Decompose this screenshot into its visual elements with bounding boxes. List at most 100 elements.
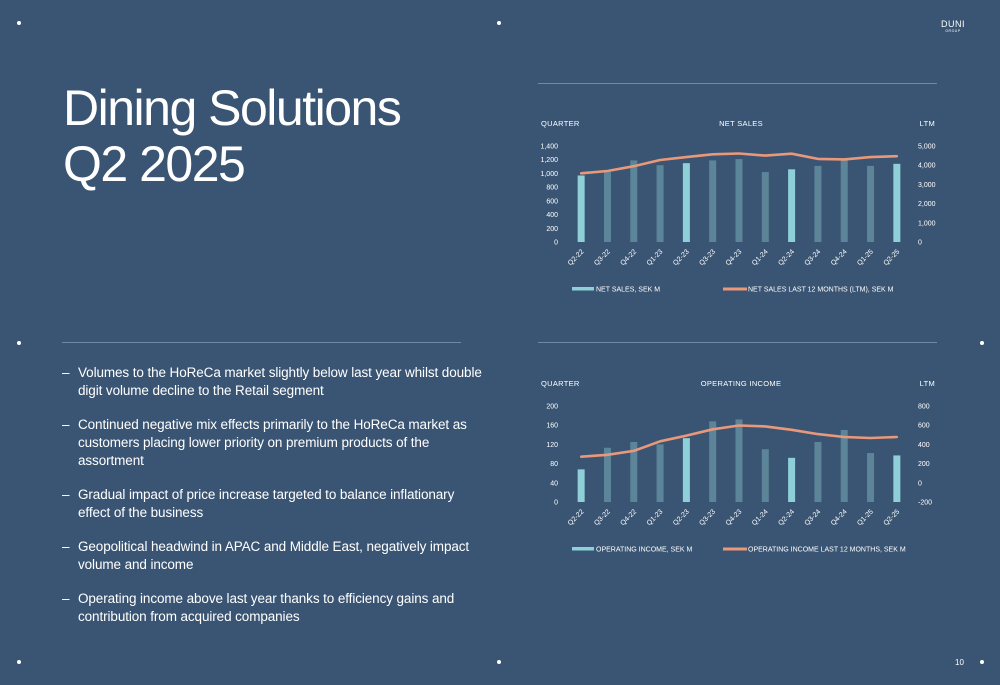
legend-bar-label: OPERATING INCOME, SEK M xyxy=(596,547,692,554)
bar-q4-22 xyxy=(630,442,638,502)
edge-dot-middle-right xyxy=(980,341,984,345)
operating-income-chart: QUARTER OPERATING INCOME LTM 0 40 80 120 160 200… xyxy=(541,379,935,554)
y-right-tick-label: 3,000 xyxy=(918,182,936,189)
y-left-tick-label: 600 xyxy=(546,198,558,205)
y-left-tick-label: 1,400 xyxy=(540,144,558,151)
y-right-tick-label: 2,000 xyxy=(918,201,936,208)
legend-line-swatch xyxy=(723,547,747,551)
y-right-tick-label: 0 xyxy=(918,240,922,247)
net-sales-chart: QUARTER NET SALES LTM 0 200 400 600 800 1,000 1,2… xyxy=(540,119,936,294)
bullet-item: Geopolitical headwind in APAC and Middle… xyxy=(62,538,482,574)
edge-dot-top-center xyxy=(497,21,501,25)
bar-q2-24 xyxy=(788,457,796,502)
chart-title: OPERATING INCOME xyxy=(701,379,782,388)
x-tick-label: Q4-22 xyxy=(619,248,638,267)
y-left-tick-label: 800 xyxy=(546,185,558,192)
edge-dot-middle-left xyxy=(17,341,21,345)
x-tick-label: Q1-24 xyxy=(751,248,770,267)
bar-q4-24 xyxy=(840,430,848,502)
bar-q1-23 xyxy=(656,444,664,502)
y-left-tick-label: 0 xyxy=(554,500,558,507)
x-tick-label: Q2-22 xyxy=(567,248,586,267)
y-right-tick-label: 800 xyxy=(918,404,930,411)
x-tick-label: Q2-25 xyxy=(883,508,902,527)
bar-q3-22 xyxy=(603,447,611,502)
x-tick-label: Q2-25 xyxy=(883,248,902,267)
bar-q4-22 xyxy=(630,160,638,242)
bar-q1-24 xyxy=(761,172,769,242)
bullet-item: Gradual impact of price increase targete… xyxy=(62,486,482,522)
y-right-tick-label: -200 xyxy=(918,500,932,507)
bar-q4-23 xyxy=(735,419,743,502)
y-left-tick-label: 160 xyxy=(546,423,558,430)
y-left-tick-label: 400 xyxy=(546,212,558,219)
right-axis-caption: LTM xyxy=(920,379,935,388)
y-right-tick-label: 0 xyxy=(918,480,922,487)
bar-q2-22 xyxy=(577,175,585,242)
ltm-line xyxy=(579,152,899,175)
chart-title: NET SALES xyxy=(719,119,763,128)
bar-q3-24 xyxy=(814,442,822,502)
x-tick-label: Q2-23 xyxy=(672,508,691,527)
x-tick-label: Q3-23 xyxy=(698,248,717,267)
x-tick-label: Q4-24 xyxy=(830,508,849,527)
x-tick-label: Q4-23 xyxy=(725,248,744,267)
bullet-item: Continued negative mix effects primarily… xyxy=(62,416,482,470)
x-tick-label: Q3-24 xyxy=(804,248,823,267)
x-tick-label: Q2-24 xyxy=(777,508,796,527)
y-left-tick-label: 1,200 xyxy=(540,157,558,164)
y-left-tick-label: 200 xyxy=(546,226,558,233)
bar-q2-25 xyxy=(893,163,901,242)
y-left-tick-label: 80 xyxy=(550,461,558,468)
x-tick-label: Q2-24 xyxy=(777,248,796,267)
y-right-tick-label: 600 xyxy=(918,423,930,430)
y-left-tick-label: 200 xyxy=(546,404,558,411)
divider-top-right xyxy=(538,83,937,84)
legend-bar-swatch xyxy=(572,547,594,551)
bar-q1-23 xyxy=(656,165,664,242)
page-title-line-2: Q2 2025 xyxy=(63,136,246,192)
x-tick-label: Q4-24 xyxy=(830,248,849,267)
corner-dot-bottom-right xyxy=(980,660,984,664)
bar-q4-23 xyxy=(735,159,743,242)
bar-q2-23 xyxy=(682,163,690,242)
page-title-line-1: Dining Solutions xyxy=(63,80,402,136)
left-axis-caption: QUARTER xyxy=(541,379,580,388)
company-logo: DUNI GROUP xyxy=(941,19,965,34)
legend-line-label: OPERATING INCOME LAST 12 MONTHS, SEK M xyxy=(748,547,906,554)
bar-q2-22 xyxy=(577,469,585,502)
x-tick-label: Q1-25 xyxy=(856,248,875,267)
x-tick-label: Q4-23 xyxy=(725,508,744,527)
y-left-tick-label: 40 xyxy=(550,480,558,487)
y-left-tick-label: 0 xyxy=(554,240,558,247)
bar-q4-24 xyxy=(840,159,848,242)
x-tick-label: Q1-23 xyxy=(646,508,665,527)
bullet-item: Volumes to the HoReCa market slightly be… xyxy=(62,364,482,400)
page-number: 10 xyxy=(955,658,964,667)
bullet-item: Operating income above last year thanks … xyxy=(62,590,482,626)
y-right-tick-label: 1,000 xyxy=(918,220,936,227)
y-right-tick-label: 200 xyxy=(918,461,930,468)
bar-q2-24 xyxy=(788,169,796,242)
bar-q1-24 xyxy=(761,449,769,502)
bar-q3-23 xyxy=(709,160,717,242)
bar-q3-22 xyxy=(603,172,611,242)
y-left-tick-label: 1,000 xyxy=(540,171,558,178)
bar-q3-24 xyxy=(814,165,822,242)
y-left-tick-label: 120 xyxy=(546,442,558,449)
x-tick-label: Q1-24 xyxy=(751,508,770,527)
page-title: Dining Solutions Q2 2025 xyxy=(63,80,402,192)
right-axis-caption: LTM xyxy=(920,119,935,128)
corner-dot-bottom-left xyxy=(17,660,21,664)
logo-subtitle: GROUP xyxy=(945,29,961,33)
legend-bar-swatch xyxy=(572,287,594,291)
x-tick-label: Q3-22 xyxy=(593,248,612,267)
y-right-tick-label: 400 xyxy=(918,442,930,449)
legend-line-swatch xyxy=(723,287,747,291)
divider-middle-left xyxy=(62,342,461,343)
x-tick-label: Q2-22 xyxy=(567,508,586,527)
legend-line-label: NET SALES LAST 12 MONTHS (LTM), SEK M xyxy=(748,287,894,294)
x-tick-label: Q1-25 xyxy=(856,508,875,527)
legend-bar-label: NET SALES, SEK M xyxy=(596,287,660,294)
bar-q2-25 xyxy=(893,455,901,502)
